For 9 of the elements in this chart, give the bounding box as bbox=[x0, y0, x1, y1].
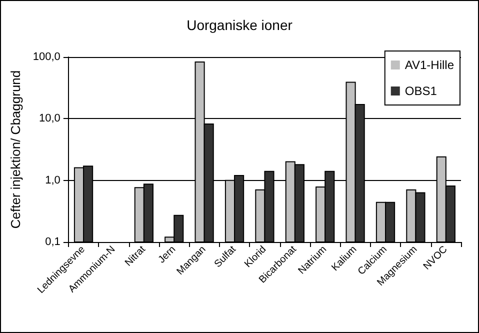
chart-title: Uorganiske ioner bbox=[186, 17, 293, 33]
x-tick-label: Jern bbox=[156, 244, 178, 266]
y-axis-title: Cefter injektion/ Cbaggrund bbox=[8, 70, 23, 229]
y-tick-label: 1,0 bbox=[45, 174, 60, 186]
y-tick-label: 0,1 bbox=[45, 236, 60, 248]
y-tick-label: 10,0 bbox=[39, 112, 60, 125]
y-tick-label: 100,0 bbox=[32, 51, 60, 63]
legend-label: AV1-Hille bbox=[404, 58, 454, 72]
legend-label: OBS1 bbox=[404, 84, 438, 98]
